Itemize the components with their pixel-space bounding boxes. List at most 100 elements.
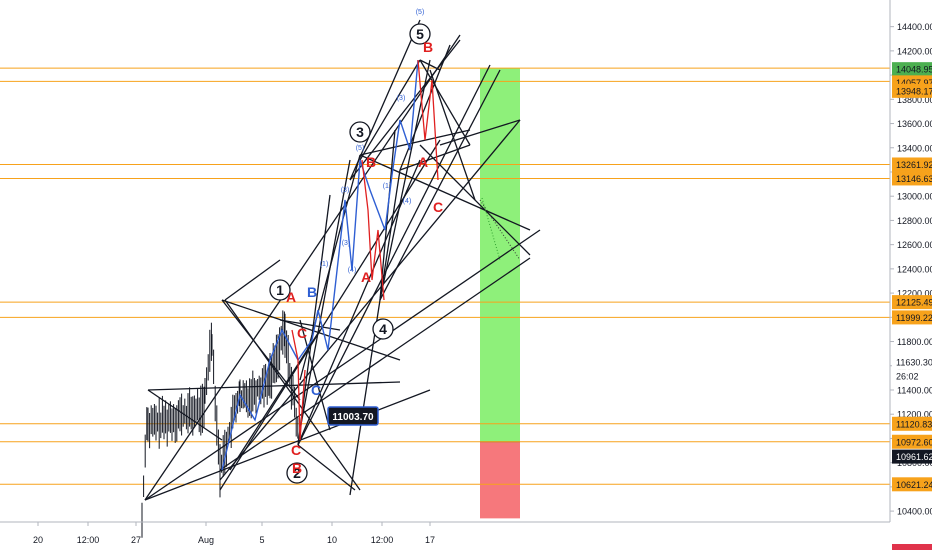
wave-label-4: 5 <box>416 26 424 42</box>
wave-label-15: C <box>311 382 321 398</box>
wave-circle-3 <box>372 318 394 340</box>
trend-line-20 <box>349 39 461 181</box>
trend-line-6 <box>219 119 521 481</box>
wave-label-22: (4) <box>403 198 412 205</box>
price-tick-label-5: 13400.00 <box>897 143 932 153</box>
price-badge-label-10: 10972.60 <box>896 437 932 447</box>
price-tick-label-7: 13000.00 <box>897 192 932 202</box>
trend-line-5 <box>219 139 441 491</box>
price-tick-label-4: 13600.00 <box>897 119 932 129</box>
price-callout-box <box>327 406 379 426</box>
trend-line-9 <box>221 299 401 361</box>
price-badge-label-9: 11120.83 <box>896 419 932 429</box>
trend-line-37 <box>359 59 421 161</box>
trend-line-11 <box>224 259 281 301</box>
price-callout-label: 11003.70 <box>332 412 374 423</box>
price-badge-label-3: 13261.92 <box>896 160 932 170</box>
red-wave-b <box>361 159 385 301</box>
trend-line-12 <box>229 329 321 471</box>
price-badge-label-11: 10961.62 <box>896 452 932 462</box>
trend-line-34 <box>429 69 476 201</box>
wave-label-5: A <box>286 289 296 305</box>
time-tick-label-4: 5 <box>259 535 264 545</box>
price-tick-label-11: 12200.00 <box>897 289 932 299</box>
time-tick-label-6: 12:00 <box>371 535 394 545</box>
price-badge-4 <box>892 171 932 186</box>
price-tick-label-9: 12600.00 <box>897 240 932 250</box>
wave-label-19: (5) <box>356 145 365 152</box>
price-tick-label-8: 12800.00 <box>897 216 932 226</box>
red-wave-c <box>417 59 439 181</box>
price-badge-label-4: 13146.63 <box>896 174 932 184</box>
trend-line-0 <box>144 34 461 501</box>
price-badge-12 <box>892 477 932 492</box>
wave-circle-1 <box>286 462 308 484</box>
price-tick-label-3: 13800.00 <box>897 95 932 105</box>
price-badge-11 <box>892 449 932 464</box>
wave-label-23: (5) <box>416 9 425 16</box>
price-badge-label-2: 13948.17 <box>896 86 932 96</box>
wave-label-17: (3) <box>341 187 350 194</box>
wave-label-6: B <box>366 154 376 170</box>
wave-label-12: B <box>292 460 302 476</box>
price-badge-8 <box>892 369 932 384</box>
price-badge-label-6: 11999.22 <box>896 313 932 323</box>
price-badge-6 <box>892 310 932 325</box>
dotted-projection <box>479 199 521 261</box>
loss-zone <box>480 441 520 519</box>
wave-label-14: B <box>307 284 317 300</box>
price-tick-label-13: 11800.00 <box>897 337 932 347</box>
price-badge-label-1: 14057.97 <box>896 78 932 88</box>
price-tick-label-15: 11400.00 <box>897 385 932 395</box>
wave-label-16: (1) <box>320 261 329 268</box>
time-tick-label-7: 17 <box>425 535 435 545</box>
trend-line-30 <box>399 44 451 171</box>
trend-line-35 <box>419 144 531 256</box>
wave-label-21: (3) <box>397 95 406 102</box>
wave-circle-0 <box>269 279 291 301</box>
red-wave-a <box>291 329 306 441</box>
trend-line-29 <box>399 144 471 171</box>
trend-line-21 <box>349 19 421 181</box>
price-badge-10 <box>892 434 932 449</box>
price-badge-label-0: 14048.95 <box>896 65 932 75</box>
price-tick-label-16: 11200.00 <box>897 410 932 420</box>
profit-zone <box>480 68 520 442</box>
price-badge-label-5: 12125.49 <box>896 298 932 308</box>
wave-label-13: C <box>291 442 301 458</box>
wave-label-9: B <box>423 39 433 55</box>
time-tick-label-2: 27 <box>131 535 141 545</box>
time-tick-label-1: 12:00 <box>77 535 100 545</box>
trend-line-31 <box>379 169 401 301</box>
bottom-red-badge <box>892 544 932 550</box>
trend-line-4 <box>147 389 223 441</box>
trend-line-2 <box>144 389 431 501</box>
wave-label-10: C <box>433 199 443 215</box>
wave-label-18: (4) <box>348 267 357 274</box>
price-tick-label-20: 10400.00 <box>897 507 932 517</box>
time-tick-label-5: 10 <box>327 535 337 545</box>
price-tick-label-10: 12400.00 <box>897 264 932 274</box>
price-badge-0 <box>892 62 932 77</box>
trend-line-13 <box>297 64 491 446</box>
price-tick-label-0: 14400.00 <box>897 22 932 32</box>
wave-label-7: C <box>297 325 307 341</box>
wave-label-20: (1) <box>383 183 392 190</box>
price-badge-label-8: 26:02 <box>896 372 919 382</box>
trend-line-32 <box>419 59 471 146</box>
trend-line-33 <box>419 59 441 71</box>
trend-line-7 <box>219 257 531 471</box>
price-tick-label-1: 14200.00 <box>897 46 932 56</box>
trend-line-10 <box>221 299 301 401</box>
wave-label-0: 1 <box>276 282 284 298</box>
price-badge-label-7: 11630.30 <box>896 358 932 368</box>
time-tick-label-0: 20 <box>33 535 43 545</box>
time-tick-label-3: Aug <box>198 535 214 545</box>
trend-line-15 <box>297 444 356 491</box>
price-badge-9 <box>892 416 932 431</box>
trend-line-3 <box>147 381 401 391</box>
price-badge-2 <box>892 83 932 98</box>
wave-label-2: 3 <box>356 124 364 140</box>
